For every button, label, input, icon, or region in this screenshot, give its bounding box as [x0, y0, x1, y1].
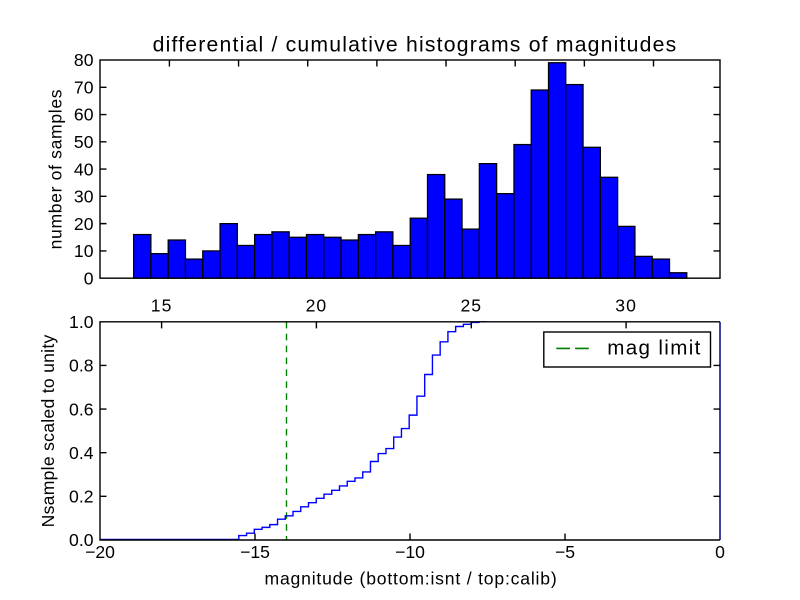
svg-text:30: 30 — [615, 296, 637, 316]
svg-text:Nsample scaled to unity: Nsample scaled to unity — [38, 334, 58, 527]
svg-text:0: 0 — [715, 542, 725, 562]
svg-text:0.6: 0.6 — [69, 399, 94, 419]
svg-text:−5: −5 — [555, 542, 575, 562]
svg-text:mag limit: mag limit — [607, 336, 702, 359]
svg-text:0.2: 0.2 — [69, 487, 93, 507]
svg-text:50: 50 — [74, 132, 94, 152]
svg-text:0.4: 0.4 — [69, 443, 94, 463]
svg-text:number of samples: number of samples — [46, 89, 66, 250]
svg-text:1.0: 1.0 — [69, 312, 94, 332]
svg-text:0.8: 0.8 — [69, 356, 94, 376]
svg-text:30: 30 — [74, 187, 94, 207]
svg-text:10: 10 — [74, 241, 94, 261]
svg-text:25: 25 — [461, 296, 483, 316]
svg-text:80: 80 — [74, 50, 94, 70]
svg-text:magnitude (bottom:isnt / top:c: magnitude (bottom:isnt / top:calib) — [264, 569, 557, 589]
svg-text:70: 70 — [74, 77, 94, 97]
svg-text:−20: −20 — [85, 542, 115, 562]
svg-text:0.0: 0.0 — [69, 530, 94, 550]
svg-text:20: 20 — [74, 214, 94, 234]
svg-text:40: 40 — [74, 159, 94, 179]
svg-text:−15: −15 — [240, 542, 270, 562]
svg-text:−10: −10 — [395, 542, 425, 562]
svg-text:20: 20 — [306, 296, 328, 316]
svg-text:60: 60 — [74, 105, 94, 125]
svg-text:15: 15 — [151, 296, 173, 316]
svg-text:differential / cumulative hist: differential / cumulative histograms of … — [153, 34, 678, 57]
svg-text:0: 0 — [84, 268, 94, 288]
